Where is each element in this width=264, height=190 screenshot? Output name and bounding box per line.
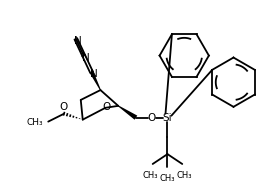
Text: CH₃: CH₃	[160, 174, 175, 183]
Text: O: O	[59, 102, 67, 112]
Text: Si: Si	[163, 113, 172, 123]
Text: O: O	[102, 102, 111, 112]
Polygon shape	[118, 105, 137, 120]
Text: N: N	[90, 69, 97, 79]
Text: CH₃: CH₃	[176, 171, 192, 180]
Text: N: N	[74, 36, 82, 46]
Text: O: O	[148, 113, 156, 123]
Text: CH₃: CH₃	[27, 118, 43, 127]
Polygon shape	[90, 71, 101, 90]
Text: N: N	[82, 53, 89, 63]
Text: CH₃: CH₃	[143, 171, 158, 180]
